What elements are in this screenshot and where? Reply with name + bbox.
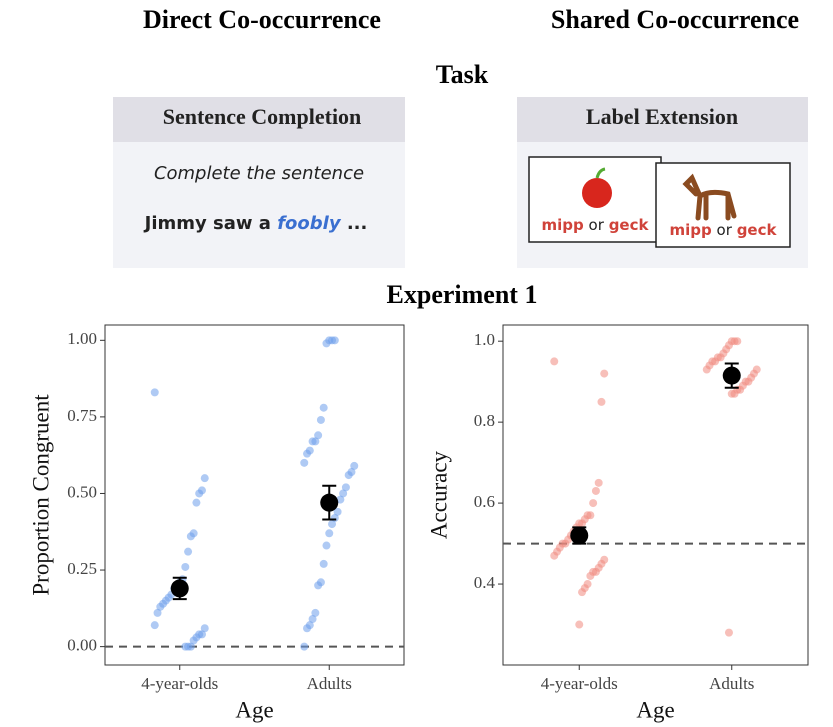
data-point bbox=[156, 602, 165, 611]
data-point bbox=[184, 547, 193, 556]
data-point bbox=[192, 498, 201, 507]
plot-frame bbox=[104, 324, 405, 666]
data-point bbox=[319, 559, 328, 568]
y-tick-label: 0.8 bbox=[474, 411, 495, 430]
or: or bbox=[717, 221, 733, 239]
data-point bbox=[200, 474, 209, 483]
y-tick-label: 0.75 bbox=[67, 406, 97, 425]
data-point bbox=[600, 369, 609, 378]
data-point bbox=[591, 486, 600, 495]
mean-point bbox=[722, 366, 741, 385]
data-point bbox=[311, 608, 320, 617]
apple-stem bbox=[595, 167, 606, 179]
experiment-title: Experiment 1 bbox=[387, 280, 538, 309]
data-point bbox=[308, 437, 317, 446]
panel-header bbox=[113, 97, 405, 142]
x-tick-label: Adults bbox=[709, 674, 754, 693]
x-tick-label: 4-year-olds bbox=[141, 674, 218, 693]
data-point bbox=[303, 449, 312, 458]
data-point bbox=[200, 624, 209, 633]
data-point bbox=[308, 615, 317, 624]
y-tick-label: 0.00 bbox=[67, 636, 97, 655]
mean-point bbox=[170, 579, 189, 598]
data-point bbox=[150, 621, 159, 630]
data-point bbox=[702, 365, 711, 374]
panel-header bbox=[517, 97, 808, 142]
data-point bbox=[550, 551, 559, 560]
data-point bbox=[350, 461, 359, 470]
label-b: geck bbox=[609, 216, 650, 234]
x-tick-label: Adults bbox=[307, 674, 352, 693]
card-labels: mipp or geck bbox=[542, 216, 650, 234]
data-point bbox=[181, 562, 190, 571]
data-point bbox=[189, 636, 198, 645]
data-point bbox=[322, 541, 331, 550]
label-a: mipp bbox=[542, 216, 585, 234]
data-point bbox=[195, 489, 204, 498]
data-point bbox=[316, 415, 325, 424]
data-point bbox=[153, 608, 162, 617]
sentence-start: Jimmy saw a bbox=[143, 213, 271, 234]
column-title: Shared Co-occurrence bbox=[551, 5, 799, 34]
instruction: Complete the sentence bbox=[154, 163, 364, 184]
x-tick-label: 4-year-olds bbox=[541, 674, 618, 693]
y-tick-label: 0.4 bbox=[474, 573, 496, 592]
data-point bbox=[586, 571, 595, 580]
x-axis-label: Age bbox=[235, 697, 273, 722]
x-axis-label: Age bbox=[636, 697, 674, 722]
data-point bbox=[300, 458, 309, 467]
data-point bbox=[727, 389, 736, 398]
data-point bbox=[328, 520, 337, 529]
plot-frame bbox=[502, 324, 809, 666]
data-point bbox=[186, 532, 195, 541]
y-tick-label: 0.6 bbox=[474, 492, 495, 511]
y-axis-label: Proportion Congruent bbox=[28, 394, 53, 596]
column-title: Direct Co-occurrence bbox=[143, 5, 381, 34]
mean-point bbox=[320, 493, 339, 512]
label-a: mipp bbox=[670, 221, 713, 239]
data-point bbox=[550, 357, 559, 366]
data-point bbox=[322, 339, 331, 348]
data-point bbox=[589, 499, 598, 508]
card bbox=[655, 162, 791, 248]
panel-title: Sentence Completion bbox=[163, 104, 362, 129]
data-point bbox=[325, 529, 334, 538]
mean-point bbox=[570, 526, 589, 545]
data-point bbox=[578, 588, 587, 597]
data-point bbox=[339, 489, 348, 498]
y-tick-label: 1.00 bbox=[67, 329, 97, 348]
novel-word: foobly bbox=[277, 213, 342, 234]
data-point bbox=[336, 495, 345, 504]
label-b: geck bbox=[737, 221, 778, 239]
panel-title: Label Extension bbox=[586, 104, 738, 129]
data-point bbox=[303, 624, 312, 633]
data-point bbox=[319, 403, 328, 412]
or: or bbox=[589, 216, 605, 234]
data-point bbox=[597, 397, 606, 406]
data-point bbox=[333, 507, 342, 516]
task-title: Task bbox=[436, 60, 489, 89]
y-tick-label: 1.0 bbox=[474, 330, 495, 349]
horse-icon bbox=[682, 173, 737, 221]
data-point bbox=[314, 581, 323, 590]
sentence-end: ... bbox=[347, 213, 368, 234]
data-point bbox=[575, 620, 584, 629]
data-point bbox=[724, 628, 733, 637]
data-point bbox=[300, 642, 309, 651]
data-point bbox=[344, 471, 353, 480]
y-tick-label: 0.50 bbox=[67, 482, 97, 501]
card-labels: mipp or geck bbox=[670, 221, 778, 239]
data-point bbox=[181, 642, 190, 651]
y-axis-label: Accuracy bbox=[426, 450, 451, 539]
data-point bbox=[314, 431, 323, 440]
data-point bbox=[341, 483, 350, 492]
sentence: Jimmy saw a foobly ... bbox=[143, 213, 368, 234]
data-point bbox=[594, 478, 603, 487]
data-point bbox=[150, 388, 159, 397]
apple-icon bbox=[582, 178, 612, 208]
y-tick-label: 0.25 bbox=[67, 559, 97, 578]
